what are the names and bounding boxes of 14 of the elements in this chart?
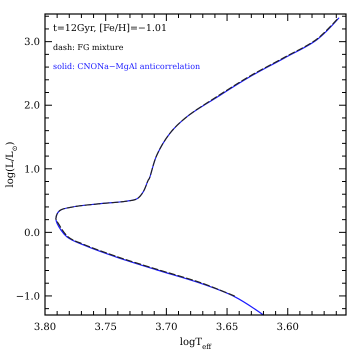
x-axis-title: logT$_{eff}$ xyxy=(180,337,212,351)
annotation: solid: CNONa−MgAl anticorrelation xyxy=(53,62,200,71)
x-tick-label: 3.80 xyxy=(34,322,56,333)
annotation: dash: FG mixture xyxy=(53,43,124,52)
y-tick-label: 2.0 xyxy=(24,100,40,112)
y-tick-label: 0.0 xyxy=(24,228,40,239)
x-tick-label: 3.60 xyxy=(276,322,299,333)
y-tick-label: 1.0 xyxy=(24,164,40,176)
y-tick-label: 3.0 xyxy=(24,37,40,48)
y-tick-label: −1.0 xyxy=(16,291,40,302)
x-tick-label: 3.65 xyxy=(216,322,238,333)
x-tick-label: 3.70 xyxy=(155,322,178,333)
x-tick-label: 3.75 xyxy=(94,322,117,333)
annotation: t=12Gyr, [Fe/H]=−1.01 xyxy=(53,23,168,34)
